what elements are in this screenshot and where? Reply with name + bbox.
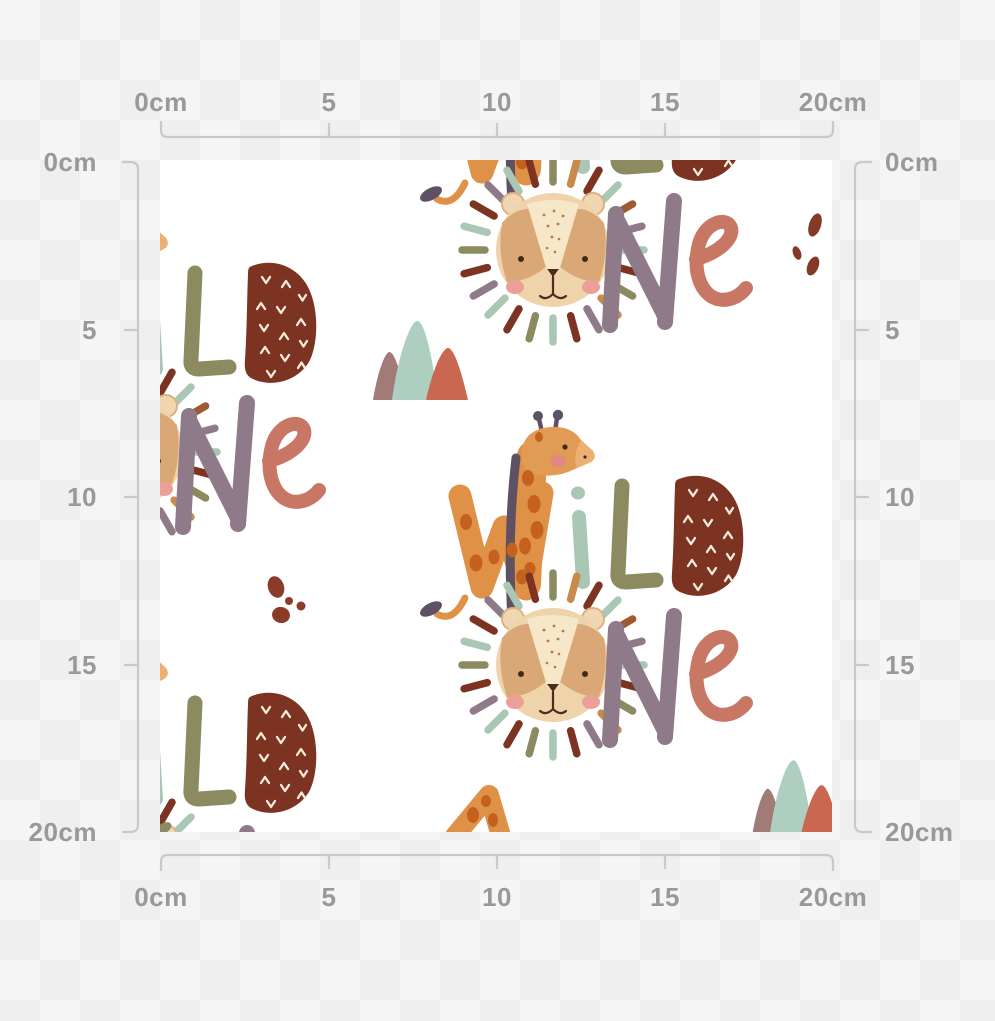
ruler-left-label-5: 5	[82, 315, 97, 345]
ruler-top-label-5: 5	[321, 87, 337, 117]
ruler-bottom-label-20: 20cm	[798, 882, 868, 912]
pattern-speck	[160, 822, 172, 832]
footprints-top-right	[792, 213, 822, 276]
ruler-left-label-20: 20cm	[28, 817, 97, 847]
ruler-bottom-label-0: 0cm	[134, 882, 188, 912]
ruler-top-label-20: 20cm	[798, 87, 868, 117]
ruler-left-label-0: 0cm	[43, 147, 97, 177]
ruler-bottom-label-10: 10	[482, 882, 512, 912]
ruler-top-line	[159, 120, 835, 139]
pattern-swatch	[160, 160, 832, 832]
ruler-top-label-15: 15	[650, 87, 680, 117]
ruler-right-label-15: 15	[885, 650, 915, 680]
ruler-left-label-10: 10	[67, 482, 97, 512]
giraffe-w-bottom-partial	[445, 785, 511, 832]
ruler-right-label-0: 0cm	[885, 147, 939, 177]
ruler-bottom-label-5: 5	[321, 882, 337, 912]
ruler-top-label-10: 10	[482, 87, 512, 117]
ruler-top-label-0: 0cm	[134, 87, 188, 117]
ruler-left-label-15: 15	[67, 650, 97, 680]
ruler-right-label-5: 5	[885, 315, 900, 345]
ruler-right-label-20: 20cm	[885, 817, 954, 847]
footprints-mid-left	[267, 576, 306, 624]
ruler-right-label-10: 10	[885, 482, 915, 512]
ruler-bottom-label-15: 15	[650, 882, 680, 912]
ruler-left-line	[121, 160, 140, 834]
ruler-right-line	[853, 160, 873, 834]
ruler-bottom-line	[159, 853, 835, 872]
wild-one-pattern-image	[160, 160, 832, 832]
